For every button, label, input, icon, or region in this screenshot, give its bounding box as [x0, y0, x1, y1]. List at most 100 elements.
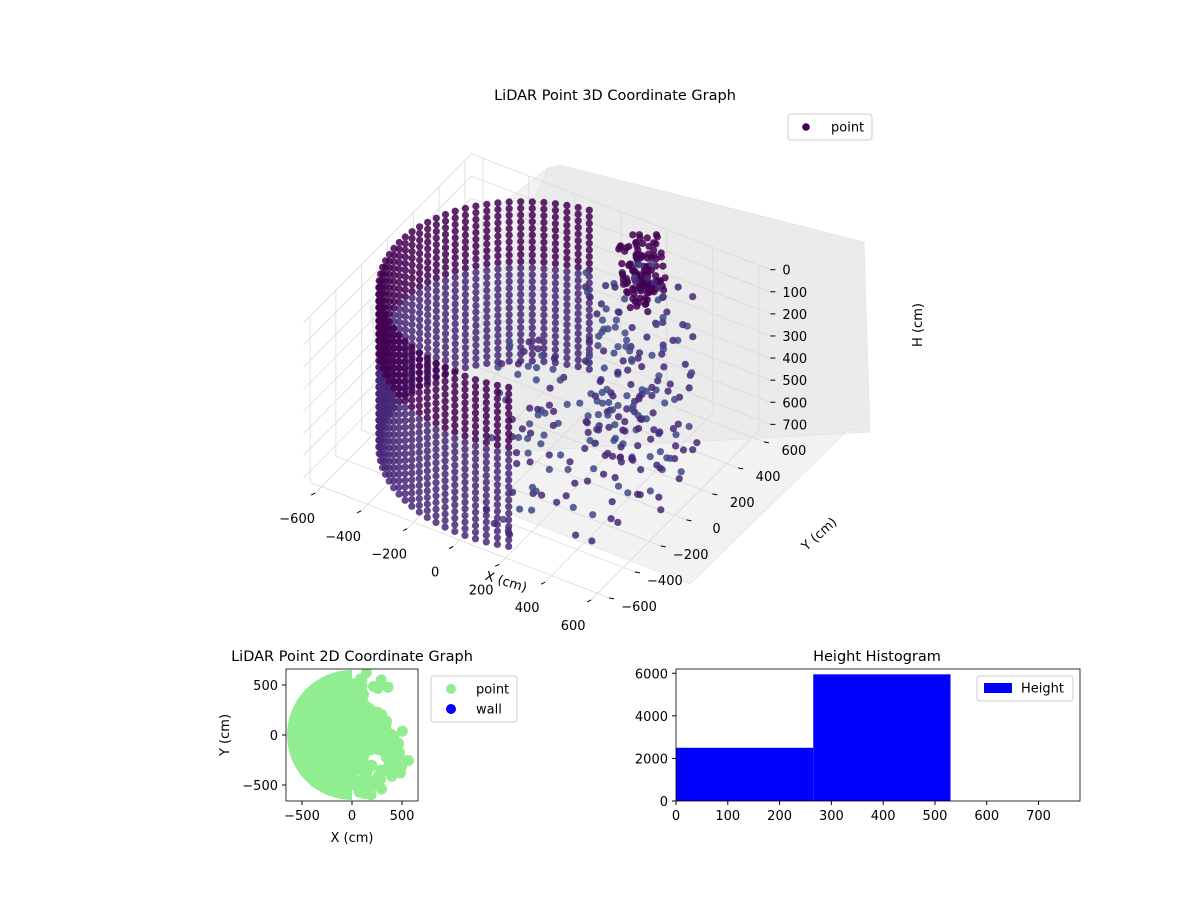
scatter-3d-point: [424, 218, 432, 226]
scatter-3d-point: [424, 304, 432, 313]
scatter-3d-point: [582, 417, 590, 426]
scatter-3d-point: [493, 421, 501, 429]
scatter-3d-point: [532, 376, 540, 384]
scatter-3d-point: [451, 207, 459, 215]
scatter-3d-point: [505, 489, 513, 498]
scatter-3d-point: [483, 247, 491, 255]
scatter-3d-point: [619, 426, 627, 434]
scatter-3d-point: [551, 206, 560, 214]
y-axis-3d-tick: [609, 597, 615, 600]
scatter-3d-point: [471, 462, 480, 470]
scatter-3d-point: [423, 427, 431, 435]
scatter-3d-point: [432, 465, 440, 473]
scatter-3d-point: [423, 440, 431, 448]
scatter-3d-point: [517, 271, 525, 279]
scatter-3d-point: [461, 458, 469, 466]
scatter-3d-point: [423, 421, 431, 429]
legend-hist: Height: [976, 675, 1074, 702]
scatter-3d-point: [415, 415, 423, 423]
scatter-3d-point: [432, 294, 440, 302]
scatter-3d-point: [629, 402, 637, 410]
scatter-3d-point: [598, 388, 606, 396]
scatter-3d-point: [416, 329, 424, 337]
scatter-3d-point: [401, 299, 409, 307]
scatter-3d-point: [623, 392, 631, 400]
scatter-3d-point: [528, 350, 536, 358]
scatter-3d-point: [390, 477, 398, 485]
scatter-3d-point: [528, 231, 536, 239]
scatter-3d-point: [540, 331, 548, 339]
scatter-3d-point: [494, 292, 502, 300]
scatter-3d-point: [441, 450, 449, 458]
scatter-3d-point: [441, 297, 450, 305]
legend-2d: point wall: [430, 675, 518, 723]
scatter-3d-point: [505, 403, 513, 411]
scatter-3d-point: [441, 523, 449, 531]
x-axis-2d-tick-label: 500: [390, 809, 415, 824]
scatter-3d-point: [648, 383, 656, 391]
scatter-3d-point: [688, 369, 696, 377]
scatter-3d-point: [461, 392, 469, 400]
scatter-3d-point: [605, 423, 613, 431]
legend-hist-frame: [976, 675, 1074, 702]
scatter-3d-point: [432, 241, 440, 249]
grid-line-y: [309, 316, 610, 599]
scatter-3d-point: [563, 221, 571, 229]
scatter-3d-point: [576, 399, 584, 407]
scatter-3d-point: [540, 252, 548, 260]
scatter-3d-point: [609, 392, 617, 400]
scatter-3d-point: [650, 278, 658, 286]
scatter-3d-point: [551, 332, 560, 340]
scatter-3d-point: [451, 300, 459, 308]
scatter-3d-point: [483, 293, 491, 301]
scatter-3d-point: [423, 434, 431, 442]
scatter-3d-point: [483, 213, 491, 222]
scatter-3d-point: [679, 321, 687, 329]
plot-3d-title: LiDAR Point 3D Coordinate Graph: [494, 88, 736, 104]
y-axis-3d-label: Y (cm): [798, 515, 840, 555]
scatter-3d-point: [540, 291, 548, 299]
scatter-3d-point: [432, 307, 440, 315]
scatter-3d-point: [472, 215, 480, 223]
scatter-3d-point: [516, 505, 524, 513]
scatter-3d-point: [423, 474, 431, 482]
scatter-3d-point: [401, 246, 409, 254]
x-axis-3d-tick: [586, 599, 592, 603]
y-axis-2d-tick-label: −500: [242, 779, 278, 794]
scatter-3d-point: [390, 431, 398, 439]
scatter-2d-point: [373, 770, 385, 781]
x-axis-3d-tick-label: −600: [279, 512, 315, 527]
scatter-3d-point: [441, 516, 449, 525]
scatter-3d-point: [642, 387, 651, 395]
scatter-3d-point: [401, 443, 409, 451]
scatter-3d-point: [482, 399, 490, 407]
scatter-3d-point: [390, 444, 398, 452]
scatter-3d-point: [432, 353, 440, 361]
scatter-3d-point: [441, 497, 449, 505]
scatter-3d-point: [505, 436, 513, 444]
scatter-3d-point: [483, 286, 491, 294]
scatter-3d-point: [517, 218, 525, 226]
scatter-3d-point: [395, 278, 403, 286]
scatter-3d-point: [401, 357, 409, 365]
scatter-3d-point: [461, 244, 469, 252]
scatter-3d-point: [514, 360, 523, 368]
scatter-3d-point: [629, 456, 637, 464]
scatter-3d-point: [471, 396, 480, 404]
scatter-3d-point: [528, 317, 536, 325]
scatter-3d-point: [451, 280, 459, 288]
scatter-3d-point: [645, 242, 653, 250]
scatter-3d-point: [432, 359, 440, 367]
scatter-3d-point: [471, 442, 480, 450]
scatter-2d-point: [359, 788, 370, 800]
scatter-3d-point: [471, 376, 480, 384]
scatter-3d-point: [395, 285, 403, 293]
y-axis-hist: 0 2000 4000 6000: [635, 667, 676, 810]
scatter-3d-point: [528, 211, 536, 219]
scatter-3d-point: [505, 516, 513, 524]
scatter-3d-point: [472, 229, 480, 237]
scatter-3d-point: [517, 251, 525, 259]
scatter-3d-point: [494, 338, 502, 346]
scatter-3d-point: [451, 415, 459, 423]
scatter-3d-point: [517, 224, 525, 232]
